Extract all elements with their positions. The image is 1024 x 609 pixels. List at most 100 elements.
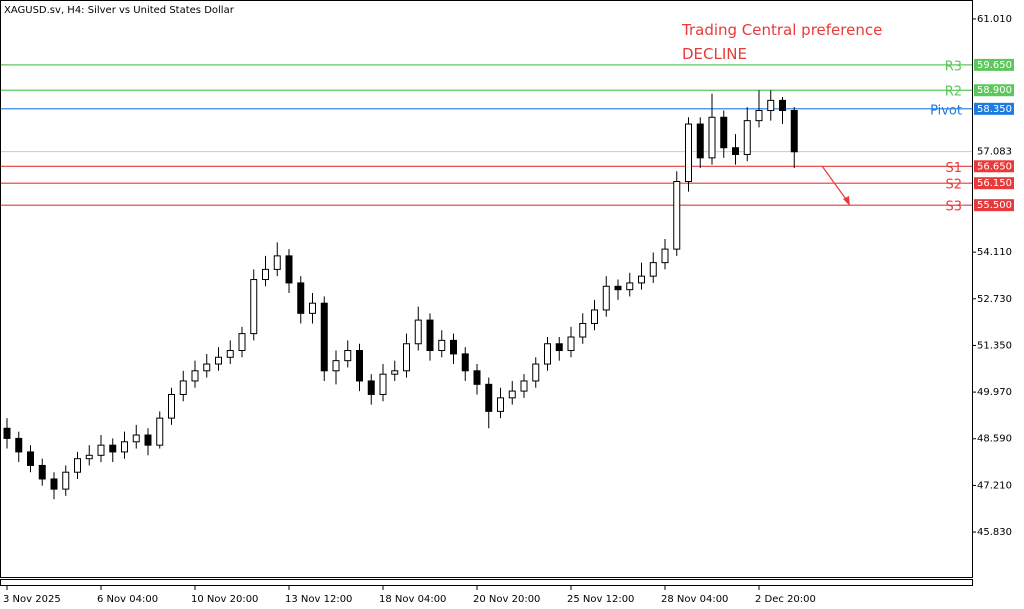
candle-body — [497, 397, 504, 412]
level-value-box — [974, 84, 1014, 97]
candle-body — [708, 116, 716, 159]
level-name: S3 — [945, 200, 962, 215]
candle-body — [367, 380, 375, 395]
level-value-label: 55.500 — [977, 200, 1012, 211]
x-tick-label: 10 Nov 20:00 — [191, 594, 258, 605]
candle-body — [297, 282, 305, 314]
candle-body — [426, 319, 434, 352]
candle-body — [638, 275, 645, 284]
candle-body — [450, 339, 457, 355]
candle-body — [74, 458, 81, 473]
level-name: S1 — [945, 161, 962, 176]
annotation: Trading Central preference — [681, 21, 882, 39]
x-tick-label: 6 Nov 04:00 — [97, 594, 158, 605]
level-name: S2 — [945, 178, 962, 193]
candle-body — [285, 255, 293, 284]
candle-body — [38, 464, 46, 480]
candle-body — [696, 123, 704, 159]
candle-body — [626, 282, 634, 291]
level-value-label: 56.150 — [977, 178, 1012, 189]
current-price-label: 57.083 — [977, 147, 1012, 158]
annotation: DECLINE — [682, 45, 747, 63]
candle-body — [790, 110, 798, 153]
candle-body — [320, 302, 328, 372]
candle-body — [250, 279, 258, 335]
candle-body — [614, 285, 622, 291]
candle-body — [238, 333, 246, 352]
chart-title: XAGUSD.sv, H4: Silver vs United States D… — [4, 5, 235, 16]
candle-body — [109, 444, 117, 453]
level-value-label: 59.650 — [977, 60, 1012, 71]
candle-body — [344, 350, 352, 362]
x-tick-label: 28 Nov 04:00 — [661, 594, 728, 605]
arrow-head — [843, 196, 850, 206]
level-value-box — [974, 58, 1014, 71]
candle-body — [779, 99, 786, 112]
candle-body — [50, 478, 58, 490]
candle-body — [579, 322, 587, 338]
level-value-box — [974, 177, 1014, 190]
scrollbar — [0, 579, 973, 586]
level-value-label: 58.900 — [977, 85, 1012, 96]
level-value-label: 56.650 — [977, 161, 1012, 172]
y-tick-label: 61.010 — [977, 14, 1012, 25]
x-tick-label: 25 Nov 12:00 — [567, 594, 634, 605]
candle-body — [156, 417, 164, 446]
candle-body — [685, 123, 692, 183]
candle-body — [27, 451, 34, 466]
y-tick-label: 47.210 — [977, 480, 1012, 491]
candle-body — [438, 339, 446, 352]
level-name: R2 — [945, 85, 962, 100]
candle-body — [179, 380, 187, 395]
candle-body — [132, 434, 140, 443]
arrow — [821, 165, 849, 203]
candle-body — [15, 437, 23, 453]
candle-body — [732, 147, 739, 155]
level-value-label: 58.350 — [977, 104, 1012, 115]
y-tick-label: 54.110 — [977, 247, 1012, 258]
x-tick-label: 20 Nov 20:00 — [473, 594, 540, 605]
y-tick-label: 52.730 — [977, 294, 1012, 305]
candle-body — [661, 248, 669, 264]
candle-body — [309, 302, 316, 314]
x-tick-label: 13 Nov 12:00 — [285, 594, 352, 605]
candle-body — [544, 343, 551, 365]
candle-body — [532, 363, 540, 382]
candle-body — [121, 441, 128, 453]
x-tick-label: 3 Nov 2025 — [3, 594, 61, 605]
candle-body — [743, 120, 751, 155]
candle-body — [97, 444, 105, 456]
level-value-box — [974, 160, 1014, 173]
candle-body — [755, 110, 763, 122]
candle-body — [555, 343, 563, 352]
x-tick-label: 2 Dec 20:00 — [755, 594, 816, 605]
candle-body — [485, 383, 493, 412]
candle-body — [215, 356, 222, 365]
candle-body — [356, 350, 363, 382]
candle-body — [602, 285, 610, 311]
candle-body — [473, 370, 481, 385]
candle-body — [144, 434, 152, 446]
candle-body — [508, 390, 516, 399]
candle-body — [203, 363, 211, 372]
candle-body — [273, 255, 281, 270]
candle-body — [591, 309, 598, 324]
y-tick-label: 48.590 — [977, 434, 1012, 445]
y-tick-label: 45.830 — [977, 527, 1012, 538]
candle-body — [720, 116, 728, 149]
candle-body — [3, 427, 11, 439]
candle-body — [520, 380, 528, 392]
level-value-box — [974, 199, 1014, 212]
candle-body — [226, 350, 234, 358]
level-value-box — [974, 102, 1014, 115]
plot-frame — [0, 0, 973, 578]
candle-body — [191, 370, 199, 382]
candle-body — [379, 373, 387, 395]
candle-body — [403, 343, 410, 372]
candle-body — [391, 370, 399, 375]
candle-body — [62, 471, 70, 490]
candle-body — [262, 268, 269, 281]
candle-body — [767, 99, 775, 112]
level-name: R3 — [945, 59, 962, 74]
